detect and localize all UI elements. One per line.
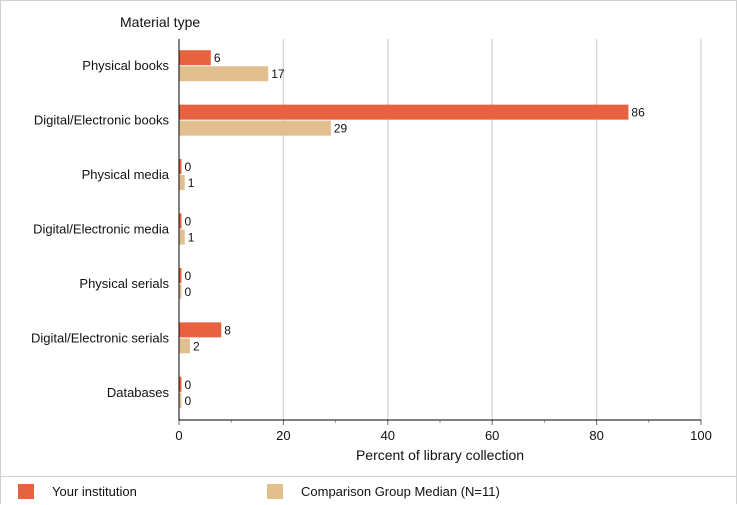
bar-comparison-median (179, 283, 182, 299)
x-tick-label: 100 (690, 428, 712, 443)
bar-comparison-median (179, 120, 331, 136)
data-label: 8 (224, 323, 231, 337)
x-axis-label: Percent of library collection (356, 447, 524, 463)
x-tick-label: 80 (589, 428, 603, 443)
data-label: 0 (185, 215, 192, 229)
data-label: 0 (185, 285, 192, 299)
legend-item-comparison-median: Comparison Group Median (N=11) (267, 482, 500, 500)
category-label: Digital/Electronic books (34, 113, 170, 128)
bar-your-institution (179, 376, 182, 392)
category-label: Digital/Electronic serials (31, 330, 169, 345)
bar-comparison-median (179, 66, 269, 82)
data-label: 1 (188, 231, 195, 245)
data-label: 0 (185, 378, 192, 392)
category-label: Databases (107, 385, 170, 400)
bar-comparison-median (179, 338, 190, 354)
bar-your-institution (179, 159, 182, 175)
category-label: Physical books (82, 58, 169, 73)
data-label: 6 (214, 51, 221, 65)
category-label: Digital/Electronic media (33, 222, 170, 237)
legend-label-your-institution: Your institution (52, 483, 137, 499)
data-label: 86 (631, 106, 645, 120)
legend-item-your-institution: Your institution (18, 482, 137, 500)
legend: Your institution Comparison Group Median… (1, 476, 736, 504)
bar-your-institution (179, 322, 222, 338)
chart-title: Material type (120, 14, 200, 30)
legend-label-comparison-median: Comparison Group Median (N=11) (301, 483, 500, 499)
x-tick-label: 20 (276, 428, 290, 443)
bar-your-institution (179, 213, 182, 229)
bar-your-institution (179, 50, 211, 66)
category-label: Physical serials (79, 276, 169, 291)
data-label: 29 (334, 122, 348, 136)
bar-comparison-median (179, 229, 185, 245)
data-label: 17 (271, 67, 285, 81)
bar-your-institution (179, 267, 182, 283)
legend-swatch-comparison-median (267, 483, 283, 499)
legend-swatch-your-institution (18, 483, 34, 499)
category-label: Physical media (82, 167, 170, 182)
x-tick-label: 40 (381, 428, 395, 443)
data-label: 0 (185, 160, 192, 174)
data-label: 0 (185, 269, 192, 283)
data-label: 1 (188, 176, 195, 190)
x-tick-label: 60 (485, 428, 499, 443)
data-label: 0 (185, 394, 192, 408)
x-tick-label: 0 (175, 428, 182, 443)
bar-your-institution (179, 104, 629, 120)
bar-comparison-median (179, 392, 182, 408)
data-label: 2 (193, 339, 200, 353)
bar-comparison-median (179, 175, 185, 191)
